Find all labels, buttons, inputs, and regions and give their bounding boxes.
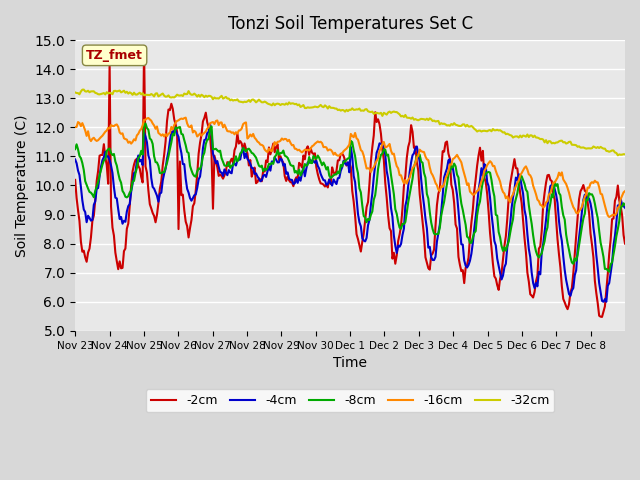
-16cm	[182, 115, 189, 120]
-2cm	[356, 242, 364, 248]
-8cm	[605, 269, 613, 275]
-32cm	[621, 152, 629, 157]
-32cm	[80, 87, 88, 93]
-2cm	[140, 43, 148, 49]
-16cm	[547, 191, 554, 196]
-8cm	[141, 120, 149, 126]
-4cm	[206, 121, 214, 127]
-4cm	[547, 183, 554, 189]
-4cm	[108, 163, 115, 168]
-32cm	[109, 91, 116, 97]
-16cm	[465, 180, 472, 186]
-32cm	[614, 153, 621, 158]
-8cm	[356, 185, 364, 191]
-2cm	[108, 204, 115, 209]
-4cm	[620, 203, 627, 209]
-2cm	[90, 213, 98, 218]
Line: -2cm: -2cm	[75, 46, 625, 317]
-16cm	[605, 214, 613, 220]
-32cm	[547, 138, 554, 144]
-16cm	[90, 135, 98, 141]
-8cm	[547, 201, 554, 206]
-16cm	[108, 122, 115, 128]
-2cm	[71, 177, 79, 183]
-2cm	[598, 314, 606, 320]
-4cm	[71, 156, 79, 162]
-32cm	[620, 151, 627, 157]
-8cm	[108, 150, 115, 156]
-2cm	[547, 177, 554, 183]
-16cm	[356, 142, 364, 148]
Line: -16cm: -16cm	[75, 118, 625, 217]
Text: TZ_fmet: TZ_fmet	[86, 49, 143, 62]
-4cm	[90, 202, 98, 208]
-2cm	[621, 240, 629, 246]
-16cm	[71, 124, 79, 130]
Legend: -2cm, -4cm, -8cm, -16cm, -32cm: -2cm, -4cm, -8cm, -16cm, -32cm	[146, 389, 554, 412]
-16cm	[620, 190, 627, 195]
Y-axis label: Soil Temperature (C): Soil Temperature (C)	[15, 114, 29, 257]
-2cm	[620, 232, 627, 238]
X-axis label: Time: Time	[333, 356, 367, 370]
-8cm	[620, 201, 627, 206]
Line: -8cm: -8cm	[75, 123, 625, 272]
-8cm	[90, 194, 98, 200]
-4cm	[356, 219, 364, 225]
Line: -4cm: -4cm	[75, 124, 625, 302]
-32cm	[71, 90, 79, 96]
-32cm	[465, 124, 472, 130]
-2cm	[465, 255, 472, 261]
-4cm	[600, 299, 607, 305]
-8cm	[621, 202, 629, 208]
-8cm	[71, 146, 79, 152]
Title: Tonzi Soil Temperatures Set C: Tonzi Soil Temperatures Set C	[227, 15, 472, 33]
-32cm	[92, 90, 99, 96]
-16cm	[621, 188, 629, 194]
-4cm	[621, 205, 629, 211]
-32cm	[356, 106, 364, 111]
-4cm	[465, 262, 472, 268]
Line: -32cm: -32cm	[75, 90, 625, 156]
-8cm	[465, 235, 472, 241]
